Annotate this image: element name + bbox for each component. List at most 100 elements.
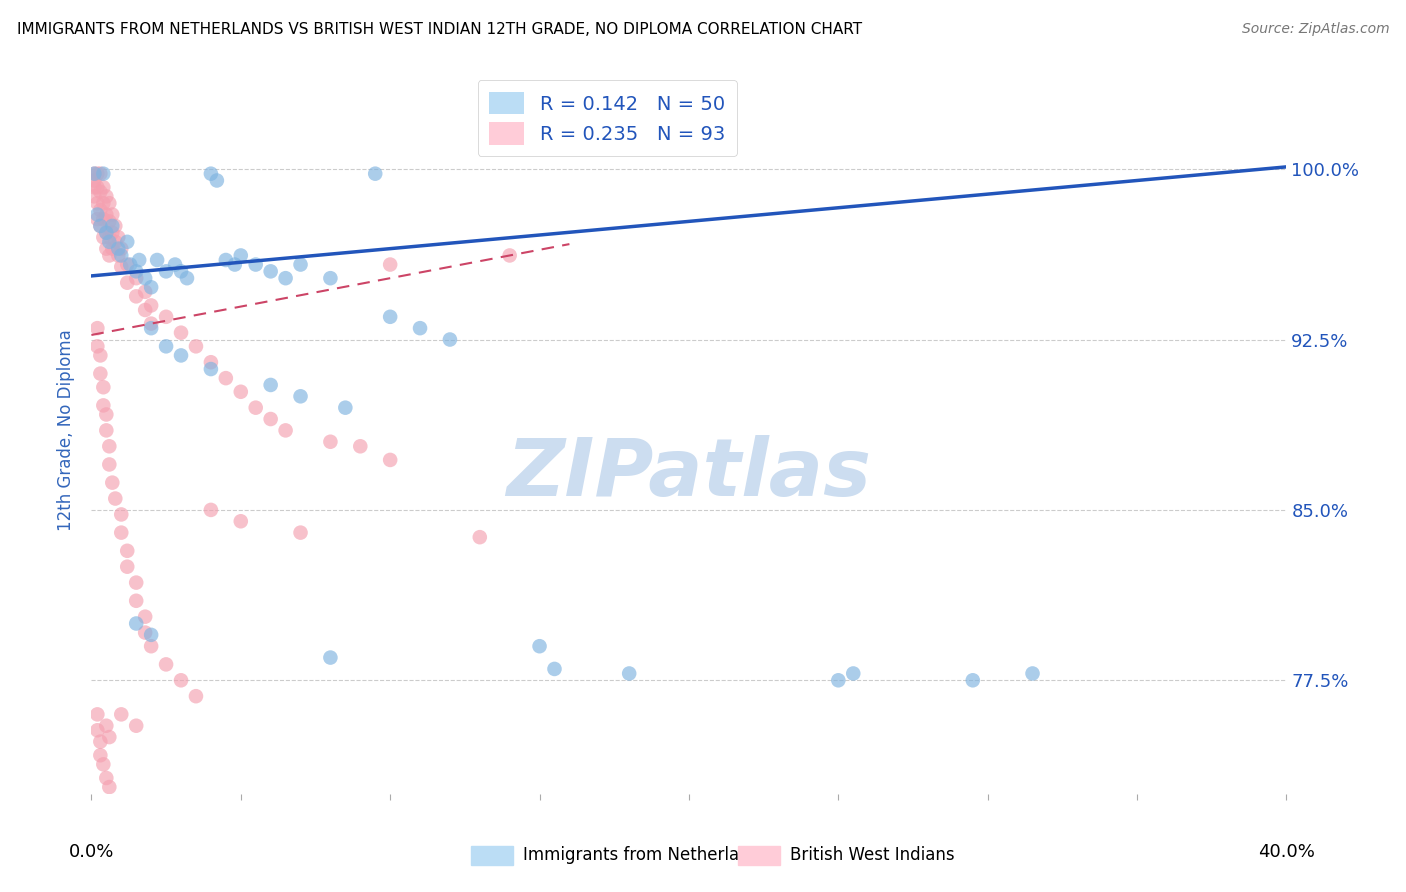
Point: [229, 248, 252, 262]
Point: [115, 235, 138, 249]
Point: [101, 226, 124, 240]
Point: [141, 317, 163, 331]
Point: [83, 189, 105, 203]
Point: [96, 424, 118, 438]
Point: [125, 616, 148, 631]
Point: [215, 252, 238, 267]
Point: [89, 734, 111, 748]
Point: [89, 748, 111, 763]
Point: [349, 439, 371, 453]
Point: [96, 719, 118, 733]
Point: [380, 258, 402, 272]
Point: [155, 310, 177, 324]
Point: [93, 167, 115, 181]
Point: [1021, 666, 1043, 681]
Point: [619, 666, 641, 681]
Point: [86, 180, 108, 194]
Point: [110, 260, 132, 274]
Point: [125, 271, 148, 285]
Point: [141, 321, 163, 335]
Point: [200, 167, 222, 181]
Point: [86, 321, 108, 335]
Point: [93, 212, 115, 227]
Point: [134, 285, 156, 299]
Point: [101, 219, 124, 233]
Point: [89, 219, 111, 233]
Point: [86, 339, 108, 353]
Point: [125, 594, 148, 608]
Point: [86, 723, 108, 738]
Point: [319, 434, 342, 449]
Point: [110, 508, 132, 522]
Point: [125, 289, 148, 303]
Point: [89, 219, 111, 233]
Point: [107, 242, 129, 256]
Point: [125, 719, 148, 733]
Point: [468, 530, 491, 544]
Point: [98, 214, 121, 228]
Point: [184, 689, 207, 703]
Point: [827, 673, 849, 688]
Point: [93, 230, 115, 244]
Point: [104, 235, 127, 249]
Point: [364, 167, 387, 181]
Point: [543, 662, 565, 676]
Point: [170, 326, 193, 340]
Point: [93, 180, 115, 194]
Point: [93, 398, 115, 412]
Point: [98, 230, 121, 244]
Point: [962, 673, 984, 688]
Point: [120, 258, 142, 272]
Point: [224, 258, 246, 272]
Point: [107, 248, 129, 262]
Y-axis label: 12th Grade, No Diploma: 12th Grade, No Diploma: [58, 329, 76, 532]
Point: [98, 730, 121, 744]
Point: [229, 384, 252, 399]
Point: [290, 525, 312, 540]
Point: [134, 303, 156, 318]
Point: [125, 264, 148, 278]
Point: [96, 771, 118, 785]
Text: 0.0%: 0.0%: [69, 843, 114, 861]
Point: [110, 242, 132, 256]
Point: [89, 348, 111, 362]
Point: [98, 439, 121, 453]
Point: [115, 258, 138, 272]
Point: [89, 167, 111, 181]
Point: [200, 355, 222, 369]
Point: [115, 276, 138, 290]
Text: British West Indians: British West Indians: [790, 847, 955, 864]
Point: [170, 264, 193, 278]
Point: [205, 173, 228, 187]
Point: [110, 248, 132, 262]
Text: 40.0%: 40.0%: [1258, 843, 1315, 861]
Point: [439, 333, 461, 347]
Point: [93, 380, 115, 394]
Point: [245, 401, 267, 415]
Point: [98, 235, 121, 249]
Point: [146, 252, 169, 267]
Point: [128, 252, 150, 267]
Point: [155, 339, 177, 353]
Point: [96, 189, 118, 203]
Point: [170, 673, 193, 688]
Point: [96, 226, 118, 240]
Point: [215, 371, 238, 385]
Point: [155, 264, 177, 278]
Point: [89, 202, 111, 217]
Point: [98, 248, 121, 262]
Point: [499, 248, 522, 262]
Point: [184, 339, 207, 353]
Point: [110, 707, 132, 722]
Point: [93, 196, 115, 211]
Point: [141, 628, 163, 642]
Point: [842, 666, 865, 681]
Point: [104, 491, 127, 506]
Text: IMMIGRANTS FROM NETHERLANDS VS BRITISH WEST INDIAN 12TH GRADE, NO DIPLOMA CORREL: IMMIGRANTS FROM NETHERLANDS VS BRITISH W…: [17, 22, 862, 37]
Point: [134, 625, 156, 640]
Point: [86, 208, 108, 222]
Point: [96, 242, 118, 256]
Point: [96, 208, 118, 222]
Point: [170, 348, 193, 362]
Point: [101, 208, 124, 222]
